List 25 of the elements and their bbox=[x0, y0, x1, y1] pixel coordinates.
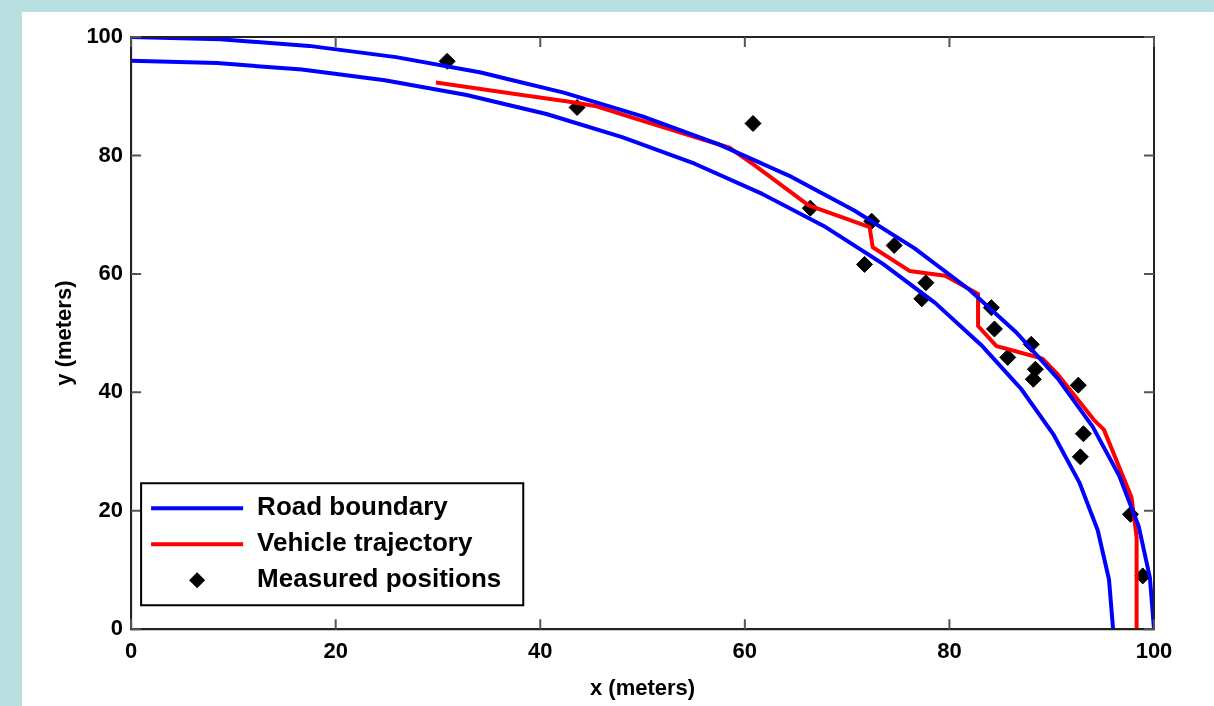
y-tick-label: 20 bbox=[98, 496, 124, 522]
point bbox=[999, 348, 1017, 366]
point bbox=[1069, 376, 1087, 394]
point bbox=[917, 274, 935, 292]
point bbox=[985, 320, 1003, 338]
x-axis-title: x (meters) bbox=[589, 674, 696, 700]
point bbox=[856, 255, 874, 273]
legend-label: Road boundary bbox=[257, 491, 449, 522]
y-axis-title: y (meters) bbox=[51, 280, 77, 386]
point bbox=[1071, 448, 1089, 466]
point bbox=[744, 114, 762, 132]
x-tick-label: 60 bbox=[732, 638, 758, 664]
x-tick-label: 100 bbox=[1135, 638, 1173, 664]
x-tick-label: 80 bbox=[937, 638, 962, 664]
y-tick-label: 0 bbox=[110, 615, 124, 641]
legend-label: Measured positions bbox=[257, 563, 502, 594]
point bbox=[885, 236, 903, 254]
y-tick-label: 40 bbox=[98, 378, 124, 404]
y-tick-label: 80 bbox=[98, 141, 124, 167]
x-tick-label: 20 bbox=[323, 638, 348, 664]
x-tick-label: 40 bbox=[528, 638, 553, 664]
y-tick-label: 60 bbox=[98, 259, 124, 285]
legend-label: Vehicle trajectory bbox=[257, 527, 473, 558]
point bbox=[1074, 425, 1092, 443]
y-tick-label: 100 bbox=[86, 23, 124, 49]
